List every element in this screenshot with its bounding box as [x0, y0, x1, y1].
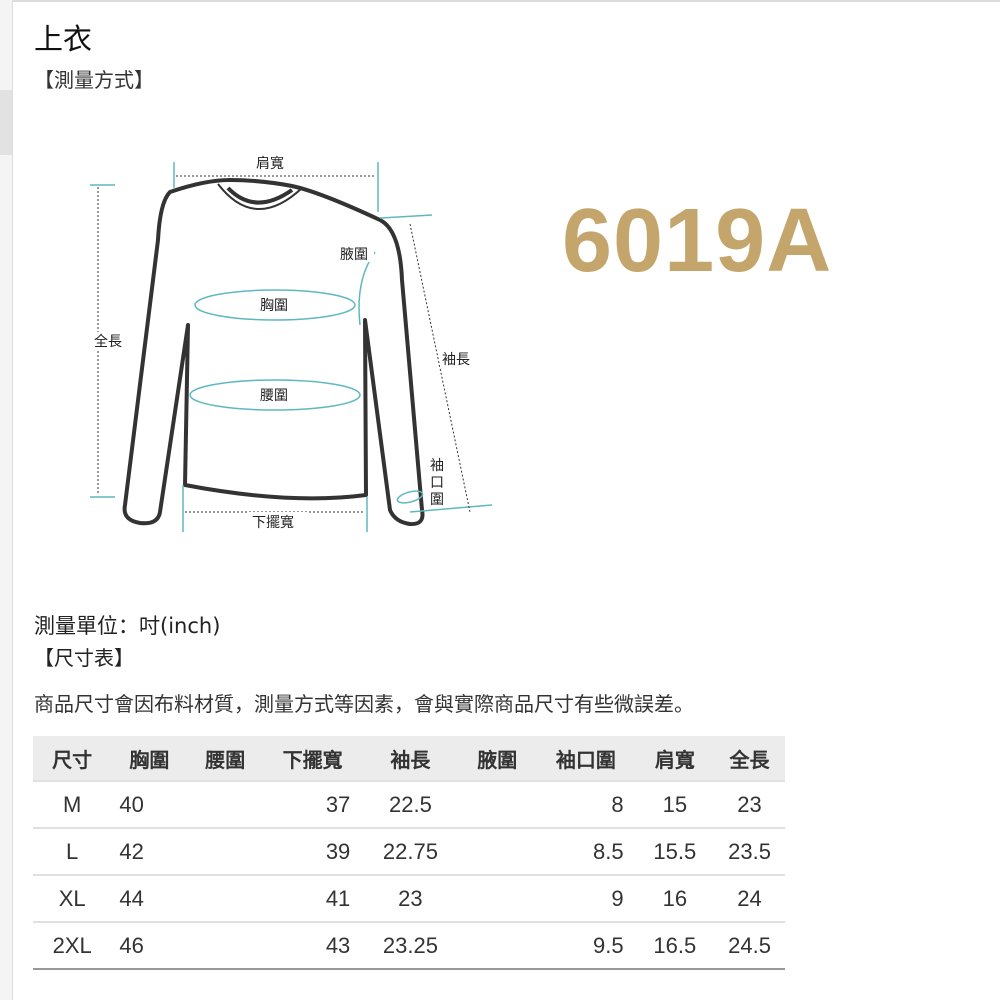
table-cell	[458, 827, 537, 875]
table-cell: 43	[263, 921, 363, 969]
size-chart-heading: 【尺寸表】	[34, 646, 134, 670]
table-cell: L	[33, 827, 112, 875]
label-armpit: 腋圍	[340, 247, 368, 263]
label-cuff: 袖口圍	[430, 458, 444, 508]
column-header: 尺寸	[33, 736, 112, 781]
table-cell: 23.25	[362, 921, 459, 969]
table-row: M 40 37 22.5 8 15 23	[33, 780, 785, 828]
table-row: L 42 39 22.75 8.5 15.5 23.5	[33, 827, 785, 875]
table-cell	[187, 921, 264, 969]
table-cell	[187, 874, 264, 922]
column-header: 袖長	[362, 736, 459, 781]
label-length: 全長	[94, 333, 122, 350]
page-title: 上衣	[34, 22, 93, 56]
table-row: 2XL 46 43 23.25 9.5 16.5 24.5	[33, 921, 785, 969]
label-hem: 下擺寬	[252, 514, 294, 531]
label-sleeve: 袖長	[442, 352, 470, 368]
table-cell: 16.5	[635, 921, 715, 969]
table-cell: XL	[33, 874, 112, 922]
table-cell: 15	[635, 780, 715, 828]
table-cell: 15.5	[635, 827, 715, 875]
label-waist: 腰圍	[260, 388, 288, 404]
table-cell	[458, 874, 537, 922]
column-header: 腋圍	[458, 736, 537, 781]
label-chest: 胸圍	[260, 298, 288, 314]
column-header: 肩寬	[635, 736, 715, 781]
table-cell: 24	[714, 874, 785, 922]
note-text: 商品尺寸會因布料材質，測量方式等因素，會與實際商品尺寸有些微誤差。	[34, 692, 694, 716]
table-cell	[187, 827, 264, 875]
table-header: 尺寸 胸圍 腰圍 下擺寬 袖長 腋圍 袖口圍 肩寬 全長	[33, 736, 785, 781]
product-code: 6019A	[562, 191, 833, 291]
table-cell: 8	[536, 780, 636, 828]
column-header: 全長	[714, 736, 785, 781]
table-cell: 24.5	[714, 921, 785, 969]
column-header: 袖口圍	[536, 736, 636, 781]
unit-text: 測量單位：吋(inch)	[34, 614, 221, 638]
table-cell: 22.75	[362, 827, 459, 875]
method-heading: 【測量方式】	[34, 68, 154, 92]
scrollbar[interactable]	[0, 0, 13, 1000]
frame-top	[0, 0, 1000, 2]
table-cell: 23.5	[714, 827, 785, 875]
table-cell	[458, 921, 537, 969]
table-cell: 9.5	[536, 921, 636, 969]
table-cell	[458, 780, 537, 828]
table-cell: 9	[536, 874, 636, 922]
table-cell: 41	[263, 874, 363, 922]
column-header: 下擺寬	[263, 736, 363, 781]
table-cell: 39	[263, 827, 363, 875]
table-cell: 46	[111, 921, 188, 969]
table-cell: 16	[635, 874, 715, 922]
table-cell: 23	[714, 780, 785, 828]
table-cell: 22.5	[362, 780, 459, 828]
label-shoulder: 肩寬	[256, 155, 284, 172]
table-row: XL 44 41 23 9 16 24	[33, 874, 785, 922]
column-header: 胸圍	[111, 736, 188, 781]
column-header: 腰圍	[187, 736, 264, 781]
size-table: 尺寸 胸圍 腰圍 下擺寬 袖長 腋圍 袖口圍 肩寬 全長 M 40 37 22.5 8 15 23 L 42 39…	[33, 736, 785, 970]
scrollbar-thumb[interactable]	[0, 90, 12, 155]
table-cell: 23	[362, 874, 459, 922]
table-cell: 44	[111, 874, 188, 922]
table-cell: 40	[111, 780, 188, 828]
table-cell: 2XL	[33, 921, 112, 969]
measurement-diagram: 肩寬 腋圍 胸圍 腰圍 全長 袖長 袖口圍 下擺寬	[90, 154, 493, 532]
table-cell	[187, 780, 264, 828]
table-cell: M	[33, 780, 112, 828]
table-cell: 37	[263, 780, 363, 828]
table-cell: 42	[111, 827, 188, 875]
table-cell: 8.5	[536, 827, 636, 875]
